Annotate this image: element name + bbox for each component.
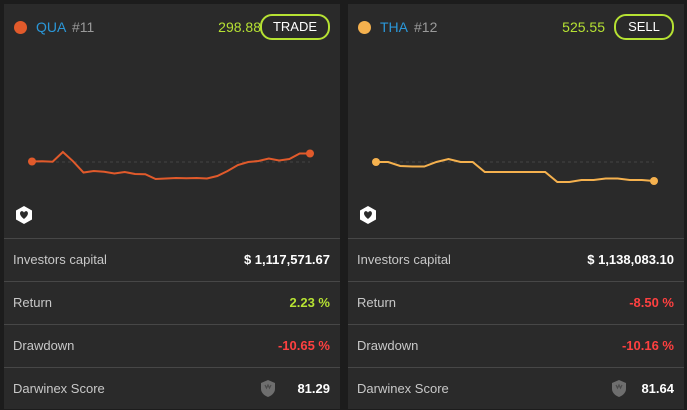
stat-row-drawdown: Drawdown -10.65 %	[4, 324, 340, 367]
stat-row-investors-capital: Investors capital $ 1,117,571.67	[4, 238, 340, 281]
stat-label: Investors capital	[13, 252, 107, 267]
stat-row-score: Darwinex Score 81.29	[4, 367, 340, 410]
performance-sparkline	[28, 149, 314, 181]
series-color-dot	[14, 21, 27, 34]
sparkline-end-point	[306, 149, 314, 158]
drawdown-value: -10.16 %	[621, 338, 674, 353]
sparkline-start-point	[372, 158, 380, 166]
stat-row-investors-capital: Investors capital $ 1,138,083.10	[348, 238, 684, 281]
hexagon-heart-icon	[360, 206, 376, 224]
drawdown-value: -10.65 %	[277, 338, 330, 353]
stat-row-score: Darwinex Score 81.64	[348, 367, 684, 410]
shield-icon	[261, 380, 275, 397]
stats-table: Investors capital $ 1,138,083.10 Return …	[348, 238, 684, 410]
stat-label: Darwinex Score	[13, 381, 105, 396]
investors-capital-value: $ 1,117,571.67	[243, 252, 330, 267]
stat-label: Drawdown	[13, 338, 75, 353]
sparkline-start-point	[28, 157, 36, 166]
series-color-dot	[358, 21, 371, 34]
card-header: QUA #11 298.88 TRADE	[4, 4, 340, 50]
sparkline-end-point	[650, 177, 658, 185]
darwin-rank: #12	[414, 19, 438, 35]
stat-row-return: Return 2.23 %	[4, 281, 340, 324]
stat-label: Return	[13, 295, 53, 310]
darwin-ticker[interactable]: QUA	[36, 19, 67, 35]
sell-button[interactable]: SELL	[614, 14, 674, 40]
trade-button[interactable]: TRADE	[260, 14, 330, 40]
darwin-card-qua[interactable]: QUA #11 298.88 TRADE Investors capital $…	[4, 4, 340, 409]
stat-row-return: Return -8.50 %	[348, 281, 684, 324]
sparkline-path	[376, 157, 655, 183]
sparkline-path	[31, 150, 310, 181]
stat-label: Investors capital	[357, 252, 451, 267]
stat-row-drawdown: Drawdown -10.16 %	[348, 324, 684, 367]
performance-sparkline	[372, 157, 658, 185]
investors-capital-value: $ 1,138,083.10	[587, 252, 674, 267]
darwin-price: 525.55	[562, 19, 605, 35]
return-value: -8.50 %	[629, 295, 674, 310]
stats-table: Investors capital $ 1,117,571.67 Return …	[4, 238, 340, 410]
score-value: 81.64	[641, 381, 674, 396]
card-header: THA #12 525.55 SELL	[348, 4, 684, 50]
stat-label: Darwinex Score	[357, 381, 449, 396]
darwin-rank: #11	[72, 19, 95, 35]
return-value: 2.23 %	[289, 295, 330, 310]
shield-icon	[612, 380, 626, 397]
darwin-card-tha[interactable]: THA #12 525.55 SELL Investors capital $ …	[348, 4, 684, 409]
stat-label: Return	[357, 295, 397, 310]
hexagon-heart-icon	[16, 206, 32, 224]
darwin-price: 298.88	[218, 19, 261, 35]
stat-label: Drawdown	[357, 338, 419, 353]
score-value: 81.29	[297, 381, 330, 396]
darwin-ticker[interactable]: THA	[380, 19, 408, 35]
